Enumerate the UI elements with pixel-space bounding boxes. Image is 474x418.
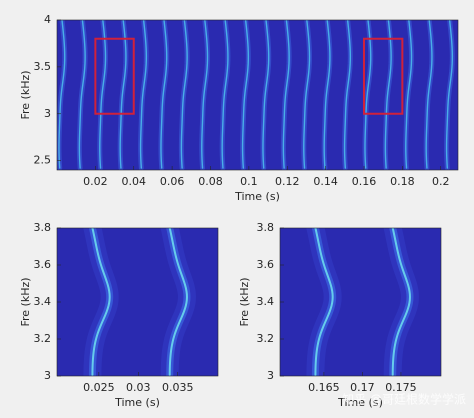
- y-tick-label: 3.4: [34, 295, 52, 308]
- spectral-streak: [241, 20, 250, 169]
- plot-area: [280, 228, 441, 376]
- x-tick-label: 0.18: [390, 175, 415, 188]
- x-tick-label: 0.12: [275, 175, 300, 188]
- spectral-streak: [119, 20, 127, 169]
- y-tick-label: 3.2: [257, 332, 275, 345]
- spectral-streak: [405, 20, 413, 169]
- spectral-streak: [201, 20, 209, 169]
- spectrogram-image: [57, 20, 455, 170]
- spectral-streak: [323, 20, 331, 169]
- y-tick-label: 3: [44, 107, 51, 120]
- spectral-streak: [91, 228, 111, 376]
- y-axis-label: Fre (kHz): [238, 277, 251, 326]
- spectral-streak: [160, 20, 168, 169]
- spectral-streak: [180, 20, 188, 169]
- x-tick-label: 0.2: [432, 175, 450, 188]
- x-tick-label: 0.08: [198, 175, 223, 188]
- y-tick-label: 4: [44, 13, 51, 26]
- x-tick-label: 0.165: [308, 381, 340, 394]
- spectrogram-image: [83, 228, 196, 376]
- x-tick-label: 0.1: [240, 175, 258, 188]
- spectral-streak: [364, 20, 372, 169]
- y-tick-label: 3.4: [257, 295, 275, 308]
- plot-area: [57, 228, 218, 376]
- spectral-streak: [221, 20, 229, 169]
- spectral-streak: [314, 228, 334, 376]
- x-tick-label: 0.03: [126, 381, 151, 394]
- x-tick-label: 0.14: [313, 175, 338, 188]
- x-axis-label: Time (s): [234, 190, 280, 203]
- y-tick-label: 3.8: [34, 221, 52, 234]
- x-tick-label: 0.17: [350, 381, 375, 394]
- highlight-box: [362, 37, 404, 115]
- y-tick-label: 2.5: [34, 154, 52, 167]
- x-tick-label: 0.035: [162, 381, 194, 394]
- x-axis-label: Time (s): [337, 396, 383, 409]
- highlight-box: [94, 37, 135, 115]
- spectral-streak: [343, 20, 352, 169]
- x-tick-label: 0.02: [83, 175, 108, 188]
- spectrogram-image: [306, 228, 419, 376]
- x-axis-label: Time (s): [114, 396, 160, 409]
- spectral-streak: [168, 228, 188, 376]
- x-tick-label: 0.16: [352, 175, 377, 188]
- y-tick-label: 3: [44, 369, 51, 382]
- spectral-streak: [99, 20, 107, 169]
- spectral-streak: [445, 20, 454, 169]
- spectral-streak: [425, 20, 433, 169]
- x-tick-label: 0.06: [160, 175, 185, 188]
- y-axis-label: Fre (kHz): [19, 70, 32, 119]
- y-tick-label: 3: [267, 369, 274, 382]
- spectral-streak: [384, 20, 392, 169]
- x-tick-label: 0.175: [385, 381, 417, 394]
- plot-area: [57, 20, 458, 170]
- spectral-streak: [139, 20, 148, 169]
- y-tick-label: 3.8: [257, 221, 275, 234]
- x-tick-label: 0.04: [121, 175, 146, 188]
- watermark: 知乎 @哥廷根数学学派: [342, 392, 466, 407]
- spectral-streak: [78, 20, 86, 169]
- y-tick-label: 3.5: [34, 60, 52, 73]
- y-tick-label: 3.6: [34, 258, 52, 271]
- spectral-streak: [282, 20, 290, 169]
- axes-frame: [56, 19, 459, 171]
- y-tick-label: 3.6: [257, 258, 275, 271]
- spectral-streak: [58, 20, 66, 169]
- spectral-streak: [391, 228, 411, 376]
- x-tick-label: 0.025: [83, 381, 115, 394]
- y-axis-label: Fre (kHz): [19, 277, 32, 326]
- spectral-streak: [303, 20, 311, 169]
- y-tick-label: 3.2: [34, 332, 52, 345]
- spectral-streak: [262, 20, 270, 169]
